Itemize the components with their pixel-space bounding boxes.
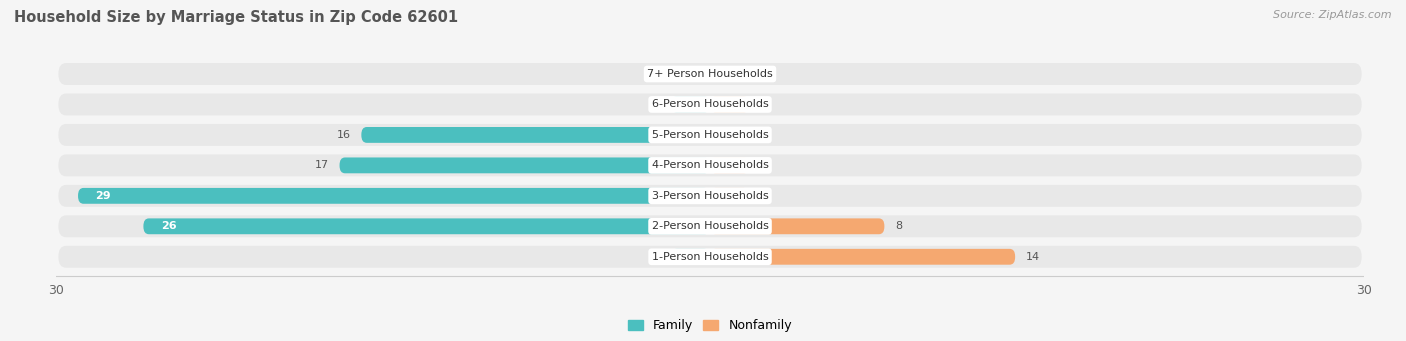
FancyBboxPatch shape: [710, 97, 749, 113]
Text: 0: 0: [761, 130, 768, 140]
Text: 0: 0: [652, 69, 659, 79]
Text: 29: 29: [96, 191, 111, 201]
FancyBboxPatch shape: [59, 93, 1361, 115]
Text: 5-Person Households: 5-Person Households: [651, 130, 769, 140]
FancyBboxPatch shape: [79, 188, 710, 204]
Text: Household Size by Marriage Status in Zip Code 62601: Household Size by Marriage Status in Zip…: [14, 10, 458, 25]
FancyBboxPatch shape: [710, 127, 749, 143]
Text: 0: 0: [761, 69, 768, 79]
Text: 8: 8: [896, 221, 903, 231]
FancyBboxPatch shape: [710, 249, 1015, 265]
Text: Source: ZipAtlas.com: Source: ZipAtlas.com: [1274, 10, 1392, 20]
FancyBboxPatch shape: [710, 66, 749, 82]
FancyBboxPatch shape: [361, 127, 710, 143]
FancyBboxPatch shape: [710, 218, 884, 234]
FancyBboxPatch shape: [59, 185, 1361, 207]
Legend: Family, Nonfamily: Family, Nonfamily: [623, 314, 797, 337]
FancyBboxPatch shape: [671, 66, 710, 82]
FancyBboxPatch shape: [671, 249, 710, 265]
Text: 0: 0: [652, 252, 659, 262]
Text: 14: 14: [1026, 252, 1040, 262]
Text: 6-Person Households: 6-Person Households: [651, 100, 769, 109]
FancyBboxPatch shape: [59, 216, 1361, 237]
FancyBboxPatch shape: [340, 158, 710, 173]
Text: 1-Person Households: 1-Person Households: [651, 252, 769, 262]
Text: 2-Person Households: 2-Person Households: [651, 221, 769, 231]
Text: 0: 0: [761, 100, 768, 109]
Text: 0: 0: [761, 191, 768, 201]
Text: 4-Person Households: 4-Person Households: [651, 160, 769, 170]
Text: 7+ Person Households: 7+ Person Households: [647, 69, 773, 79]
FancyBboxPatch shape: [59, 246, 1361, 268]
FancyBboxPatch shape: [59, 63, 1361, 85]
Text: 17: 17: [315, 160, 329, 170]
Text: 0: 0: [761, 160, 768, 170]
FancyBboxPatch shape: [59, 154, 1361, 176]
FancyBboxPatch shape: [59, 124, 1361, 146]
FancyBboxPatch shape: [710, 158, 749, 173]
FancyBboxPatch shape: [710, 188, 749, 204]
Text: 16: 16: [336, 130, 350, 140]
Text: 0: 0: [652, 100, 659, 109]
Text: 26: 26: [160, 221, 177, 231]
FancyBboxPatch shape: [143, 218, 710, 234]
FancyBboxPatch shape: [671, 97, 710, 113]
Text: 3-Person Households: 3-Person Households: [651, 191, 769, 201]
